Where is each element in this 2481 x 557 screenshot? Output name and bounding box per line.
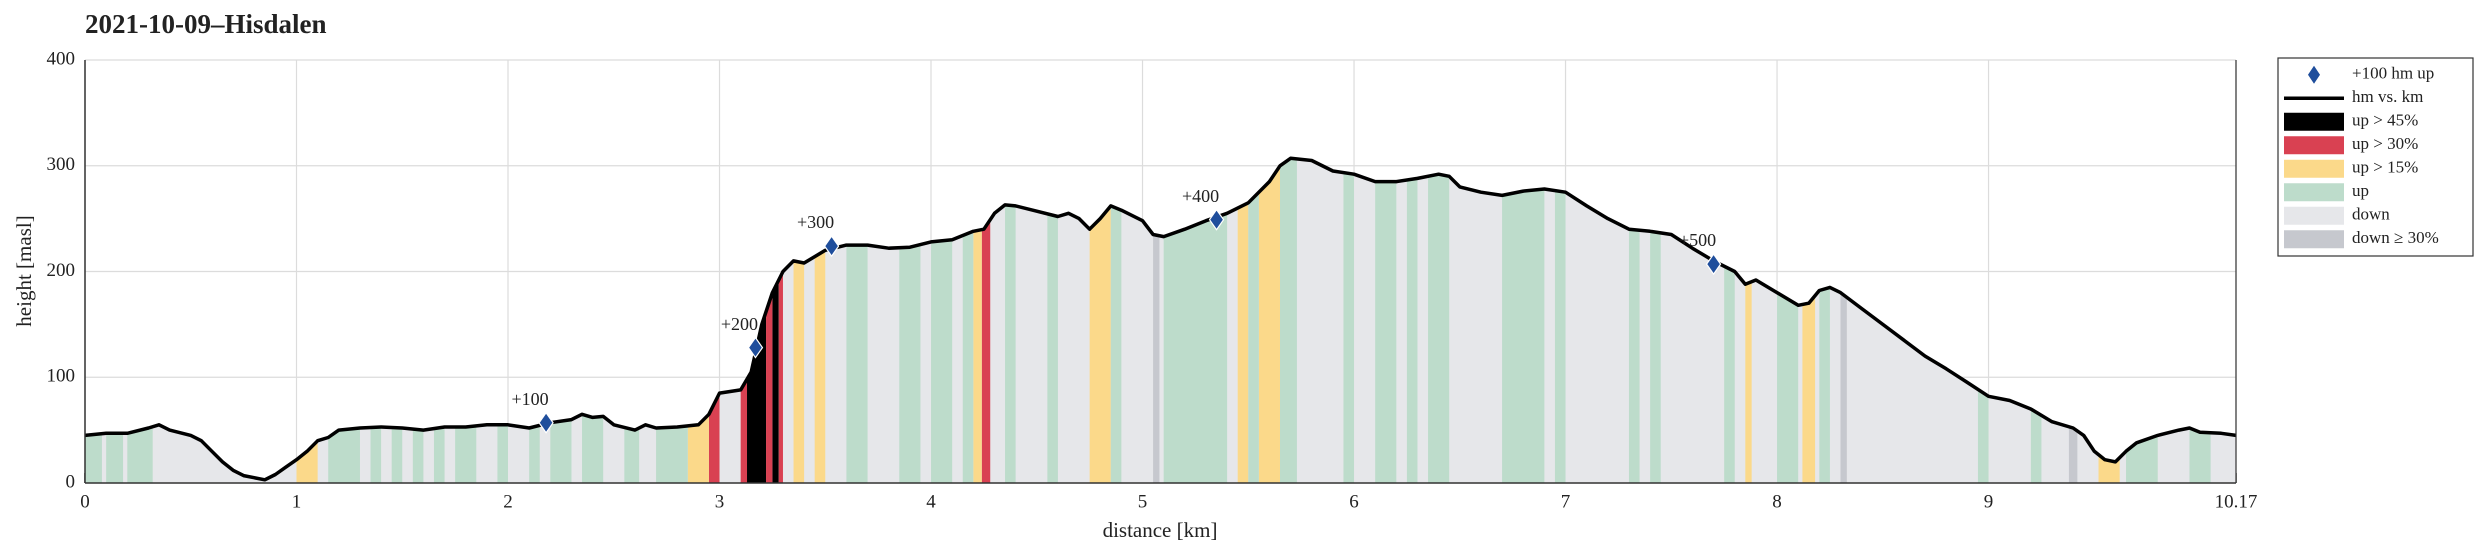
x-tick-label: 5 — [1138, 491, 1148, 512]
x-tick-label: 8 — [1772, 491, 1782, 512]
band — [962, 158, 974, 483]
band — [1840, 158, 1847, 483]
legend-label: hm vs. km — [2352, 87, 2423, 106]
marker — [1705, 253, 1722, 276]
legend-label: down ≥ 30% — [2352, 228, 2439, 247]
legend-patch — [2284, 112, 2344, 131]
band — [793, 158, 805, 483]
marker — [1208, 208, 1225, 231]
band — [1280, 158, 1297, 483]
x-tick-label: 10.17 — [2215, 491, 2258, 512]
legend-marker — [2308, 65, 2320, 84]
marker — [823, 235, 840, 258]
band — [1428, 158, 1450, 483]
y-tick-label: 400 — [47, 48, 76, 69]
band — [1163, 158, 1228, 483]
x-tick-label: 4 — [926, 491, 936, 512]
x-tick-label: 6 — [1349, 491, 1359, 512]
band — [1745, 158, 1752, 483]
band — [766, 158, 773, 483]
x-tick-label: 7 — [1561, 491, 1571, 512]
x-tick-label: 9 — [1984, 491, 1994, 512]
marker — [747, 336, 764, 359]
legend-patch — [2284, 206, 2344, 225]
legend-label: down — [2352, 205, 2390, 224]
band — [899, 158, 921, 483]
legend-patch — [2284, 183, 2344, 202]
band — [1258, 158, 1280, 483]
x-tick-label: 1 — [292, 491, 302, 512]
band — [1819, 158, 1830, 483]
legend-label: up > 15% — [2352, 158, 2418, 177]
legend-label: up — [2352, 181, 2369, 200]
x-tick-label: 0 — [80, 491, 90, 512]
band — [931, 158, 953, 483]
y-tick-label: 0 — [66, 471, 76, 492]
marker-label: +200 — [721, 314, 758, 334]
band — [846, 158, 868, 483]
legend-patch — [2284, 136, 2344, 155]
band — [814, 158, 826, 483]
band — [981, 158, 991, 483]
y-tick-label: 300 — [47, 154, 76, 175]
band — [772, 158, 779, 483]
band — [1502, 158, 1545, 483]
band — [1724, 158, 1735, 483]
chart-title: 2021-10-09–Hisdalen — [85, 9, 327, 39]
y-tick-label: 100 — [47, 366, 76, 387]
band — [973, 158, 982, 483]
band — [1248, 158, 1259, 483]
y-tick-label: 200 — [47, 260, 76, 281]
band — [1628, 158, 1640, 483]
band — [1554, 158, 1566, 483]
marker-label: +500 — [1679, 230, 1716, 250]
legend-label: up > 30% — [2352, 134, 2418, 153]
legend-label: +100 hm up — [2352, 64, 2434, 83]
marker-label: +100 — [512, 389, 549, 409]
marker — [538, 411, 554, 434]
legend-patch — [2284, 159, 2344, 178]
band — [1237, 158, 1249, 483]
band — [1110, 158, 1122, 483]
profile-area — [85, 158, 2236, 484]
band — [1047, 158, 1058, 483]
band — [1375, 158, 1397, 483]
band — [1406, 158, 1418, 483]
legend-patch — [2284, 230, 2344, 249]
band — [1005, 158, 1016, 483]
y-axis-label: height [masl] — [12, 215, 36, 326]
band — [1343, 158, 1355, 483]
band — [1089, 158, 1111, 483]
x-tick-label: 2 — [503, 491, 513, 512]
band — [778, 158, 783, 483]
x-tick-label: 3 — [715, 491, 725, 512]
band — [1153, 158, 1160, 483]
marker-label: +300 — [797, 212, 834, 232]
marker-label: +400 — [1182, 186, 1219, 206]
x-axis-label: distance [km] — [1103, 518, 1218, 542]
band — [1650, 158, 1661, 483]
profile-line — [84, 156, 2237, 482]
legend-label: up > 45% — [2352, 111, 2418, 130]
